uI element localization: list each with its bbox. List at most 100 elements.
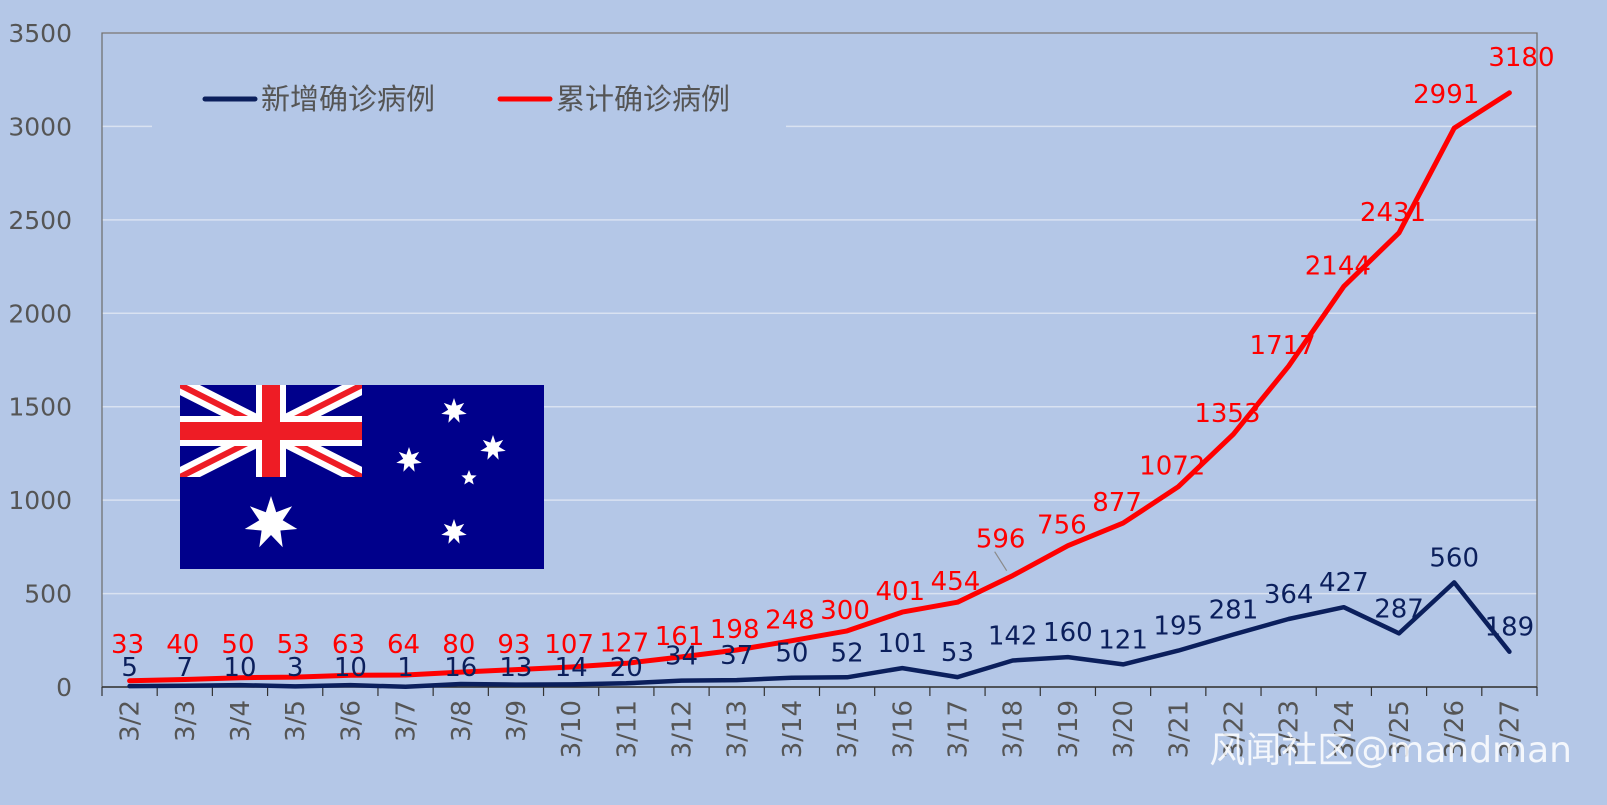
data-label-cumulative: 2991 bbox=[1413, 80, 1479, 110]
x-tick-label: 3/17 bbox=[943, 700, 973, 758]
data-label-cumulative: 300 bbox=[820, 596, 870, 626]
data-label-new: 3 bbox=[287, 653, 304, 683]
data-label-cumulative: 63 bbox=[332, 630, 365, 660]
data-label-cumulative: 198 bbox=[710, 615, 760, 645]
data-label-new: 20 bbox=[610, 653, 643, 683]
data-label-cumulative: 454 bbox=[931, 567, 981, 597]
data-label-cumulative: 401 bbox=[875, 577, 925, 607]
x-tick-label: 3/26 bbox=[1440, 700, 1470, 758]
x-tick-label: 3/19 bbox=[1054, 700, 1084, 758]
union-jack-canton bbox=[180, 385, 362, 477]
flag-star-icon bbox=[441, 398, 467, 423]
data-label-new: 160 bbox=[1043, 618, 1093, 648]
label-leader-line bbox=[994, 551, 1008, 571]
data-label-cumulative: 64 bbox=[387, 630, 420, 660]
x-tick-label: 3/3 bbox=[171, 700, 201, 742]
data-label-new: 560 bbox=[1429, 543, 1479, 573]
data-label-new: 10 bbox=[223, 653, 256, 683]
x-tick-label: 3/9 bbox=[502, 700, 532, 742]
x-tick-label: 3/5 bbox=[281, 700, 311, 742]
data-label-cumulative: 40 bbox=[166, 630, 199, 660]
x-tick-label: 3/14 bbox=[778, 700, 808, 758]
data-label-new: 7 bbox=[177, 653, 194, 683]
data-label-cumulative: 2431 bbox=[1360, 198, 1426, 228]
data-label-new: 10 bbox=[334, 653, 367, 683]
data-label-cumulative: 161 bbox=[655, 622, 705, 652]
data-label-cumulative: 3180 bbox=[1488, 43, 1554, 73]
x-tick-label: 3/16 bbox=[888, 700, 918, 758]
data-label-new: 16 bbox=[444, 653, 477, 683]
data-label-cumulative: 1717 bbox=[1250, 331, 1316, 361]
data-label-cumulative: 1353 bbox=[1194, 399, 1260, 429]
flag-stars bbox=[244, 398, 506, 548]
data-label-new: 52 bbox=[831, 638, 864, 668]
data-label-cumulative: 50 bbox=[221, 630, 254, 660]
x-tick-label: 3/25 bbox=[1385, 700, 1415, 758]
data-label-cumulative: 2144 bbox=[1305, 251, 1371, 281]
data-label-new: 13 bbox=[499, 653, 532, 683]
legend-label-1: 累计确诊病例 bbox=[556, 82, 730, 116]
y-tick-label: 2500 bbox=[8, 206, 72, 235]
data-label-new: 34 bbox=[665, 642, 698, 672]
legend: 新增确诊病例 累计确诊病例 bbox=[152, 74, 786, 130]
y-tick-label: 3500 bbox=[8, 19, 72, 48]
series-lines bbox=[127, 90, 1512, 690]
data-label-new: 189 bbox=[1485, 613, 1535, 643]
legend-backdrop bbox=[152, 74, 786, 130]
data-label-new: 364 bbox=[1264, 580, 1314, 610]
data-label-new: 427 bbox=[1319, 568, 1369, 598]
x-tick-label: 3/23 bbox=[1275, 700, 1305, 758]
x-tick-label: 3/4 bbox=[226, 700, 256, 742]
x-tick-label: 3/24 bbox=[1330, 700, 1360, 758]
x-tick-label: 3/21 bbox=[1164, 700, 1194, 758]
watermark-text: 风闻社区@mandman bbox=[1209, 730, 1572, 771]
data-label-new: 1 bbox=[397, 653, 414, 683]
x-tick-label: 3/11 bbox=[612, 700, 642, 758]
x-tick-label: 3/10 bbox=[557, 700, 587, 758]
x-tick-label: 3/2 bbox=[116, 700, 146, 742]
legend-label-0: 新增确诊病例 bbox=[261, 82, 435, 116]
data-label-cumulative: 127 bbox=[600, 628, 650, 658]
data-label-new: 37 bbox=[720, 641, 753, 671]
data-label-new: 195 bbox=[1153, 612, 1203, 642]
flag-star-icon bbox=[441, 519, 467, 544]
data-label-new: 50 bbox=[775, 639, 808, 669]
y-tick-label: 0 bbox=[56, 673, 72, 702]
data-label-new: 281 bbox=[1209, 595, 1259, 625]
x-tick-label: 3/12 bbox=[668, 700, 698, 758]
series-line-0 bbox=[127, 580, 1512, 690]
x-tick-label: 3/15 bbox=[833, 700, 863, 758]
data-label-cumulative: 1072 bbox=[1139, 452, 1205, 482]
x-tick-label: 3/22 bbox=[1219, 700, 1249, 758]
x-tick-label: 3/7 bbox=[392, 700, 422, 742]
data-label-cumulative: 33 bbox=[111, 630, 144, 660]
series-line-1 bbox=[127, 90, 1512, 684]
data-label-new: 53 bbox=[941, 638, 974, 668]
flag-star-icon bbox=[396, 447, 422, 472]
y-tick-label: 500 bbox=[24, 580, 72, 609]
y-tick-label: 1500 bbox=[8, 393, 72, 422]
data-label-new: 142 bbox=[988, 621, 1038, 651]
data-label-new: 121 bbox=[1098, 625, 1148, 655]
axes: 0 500 1000 1500 2000 2500 3000 3500 3/2 3/3 3/4 3/5… bbox=[8, 19, 1538, 758]
data-label-new: 101 bbox=[877, 629, 927, 659]
data-label-cumulative: 53 bbox=[277, 630, 310, 660]
data-label-new: 5 bbox=[121, 653, 138, 683]
commonwealth-star-icon bbox=[244, 496, 298, 548]
x-tick-label: 3/8 bbox=[447, 700, 477, 742]
flag-star-icon bbox=[461, 470, 477, 485]
data-label-cumulative: 80 bbox=[442, 630, 475, 660]
data-label-new: 14 bbox=[555, 653, 588, 683]
data-label-cumulative: 756 bbox=[1037, 511, 1087, 541]
y-tick-label: 3000 bbox=[8, 112, 72, 141]
x-tick-label: 3/13 bbox=[723, 700, 753, 758]
australia-flag bbox=[180, 385, 544, 569]
data-label-cumulative: 248 bbox=[765, 606, 815, 636]
y-tick-label: 2000 bbox=[8, 299, 72, 328]
y-tick-label: 1000 bbox=[8, 486, 72, 515]
x-tick-label: 3/27 bbox=[1495, 700, 1525, 758]
data-label-new: 287 bbox=[1374, 594, 1424, 624]
